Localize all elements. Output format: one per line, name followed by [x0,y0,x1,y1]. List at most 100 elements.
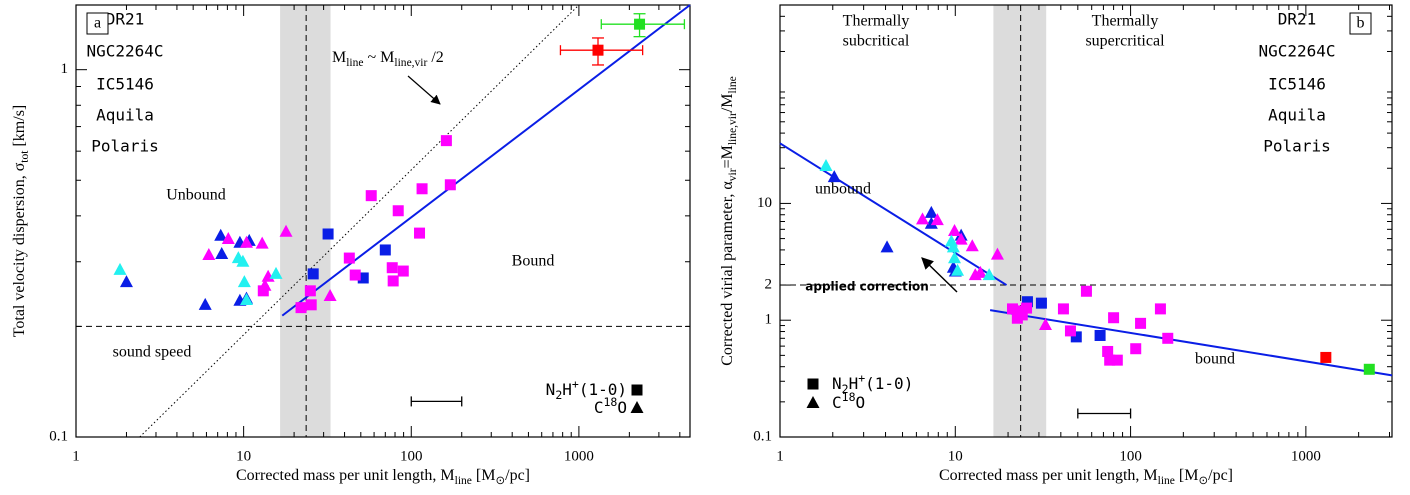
text-part: (1-0) [579,380,627,399]
square-marker [592,44,604,56]
square-marker [631,384,643,396]
annotation: unbound [815,181,871,198]
triangle-marker [202,247,216,260]
text-part: line,vir [727,112,739,145]
square-marker [1080,285,1092,297]
annotation: Thermally [1092,13,1159,30]
annotation: Bound [512,253,555,270]
y-tick-label: 1 [61,61,69,77]
square-marker [357,272,369,284]
text-part: + [572,377,579,391]
square-marker [257,285,269,297]
text-part: [km/s] [11,105,28,151]
triangle-marker [880,240,894,253]
square-marker [1363,363,1375,375]
triangle-marker [819,159,833,172]
square-marker [1108,312,1120,324]
triangle-marker [198,297,212,310]
text-part: M [332,49,346,66]
annotation: supercritical [1085,33,1165,50]
square-marker [379,244,391,256]
text-part: H [849,374,859,393]
triangle-marker [1038,317,1052,330]
triangle-marker [924,205,938,218]
triangle-marker [806,396,820,408]
triangle-marker [323,289,337,302]
square-marker [1111,354,1123,366]
text-part: 2 [842,382,849,396]
plot-frame [779,4,1393,438]
panel-label-box [86,12,109,35]
text-part: 18 [842,390,856,404]
square-marker [1021,302,1033,314]
fit-line [989,309,1393,377]
y-axis-label: Total velocity dispersion, σtot [km/s] [11,105,31,338]
panel-label: b [1357,15,1365,32]
triangle-marker [214,228,228,241]
annotation: Thermally [843,13,910,30]
text-part: Corrected mass per unit length, M [236,467,455,484]
square-marker [1094,329,1106,341]
arrow [921,257,958,293]
annotation: subcritical [843,33,910,50]
square-marker [295,302,307,314]
text-part: /pc] [505,467,530,484]
triangle-marker [237,275,251,288]
plot-frame [75,4,691,438]
triangle-marker [827,170,841,183]
annotation: Mline ~ Mline,vir /2 [332,49,444,69]
square-marker [386,262,398,274]
square-marker [1130,343,1142,355]
x-tick-label: 100 [400,448,423,464]
square-marker [387,275,399,287]
text-part: ⊙ [1198,475,1208,487]
text-part: [M [472,467,496,484]
legend-label: Aquila [1268,106,1326,125]
fit-line [139,4,580,438]
text-part: + [858,371,865,385]
text-part: [M [1175,467,1199,484]
text-part: H [562,380,572,399]
x-tick-label: 100 [1119,448,1142,464]
x-tick-label: 1000 [1291,448,1321,464]
square-marker [444,179,456,191]
band [993,5,1047,437]
text-part: C [832,393,842,412]
x-axis-label: Corrected mass per unit length, Mline [M… [236,467,530,487]
panel-label-box [1349,12,1372,35]
legend-label: Polaris [91,137,158,156]
legend-label: Aquila [96,106,154,125]
square-marker [1064,325,1076,337]
square-marker [365,190,377,202]
square-marker [349,269,361,281]
text-part: /2 [427,49,443,66]
y-axis-label: Corrected virial parameter, αvir=Mline,v… [719,76,739,366]
text-part: /M [719,94,736,113]
triangle-marker [954,232,968,245]
marker-legend-label: C18O [832,390,865,412]
text-part: line [1158,475,1175,487]
triangle-marker [236,254,250,267]
square-marker [1006,303,1018,315]
x-tick-label: 1 [776,448,784,464]
square-marker [1320,351,1332,363]
square-marker [304,285,316,297]
square-marker [1154,303,1166,315]
legend-label: IC5146 [1268,75,1326,94]
text-part: =M [719,145,736,168]
marker-legend-label: N2H+(1-0) [546,377,627,402]
text-part: Corrected mass per unit length, M [939,467,1158,484]
square-marker [1104,354,1116,366]
text-part: 2 [555,388,562,402]
triangle-marker [982,268,996,281]
triangle-marker [948,224,962,237]
square-marker [392,205,404,217]
y-tick-label: 0.1 [753,428,772,444]
y-tick-label: 2 [765,276,773,292]
triangle-marker [255,236,269,249]
text-part: tot [19,150,31,163]
square-marker [1135,317,1147,329]
legend-label: IC5146 [96,75,154,94]
text-part: (1-0) [865,374,913,393]
